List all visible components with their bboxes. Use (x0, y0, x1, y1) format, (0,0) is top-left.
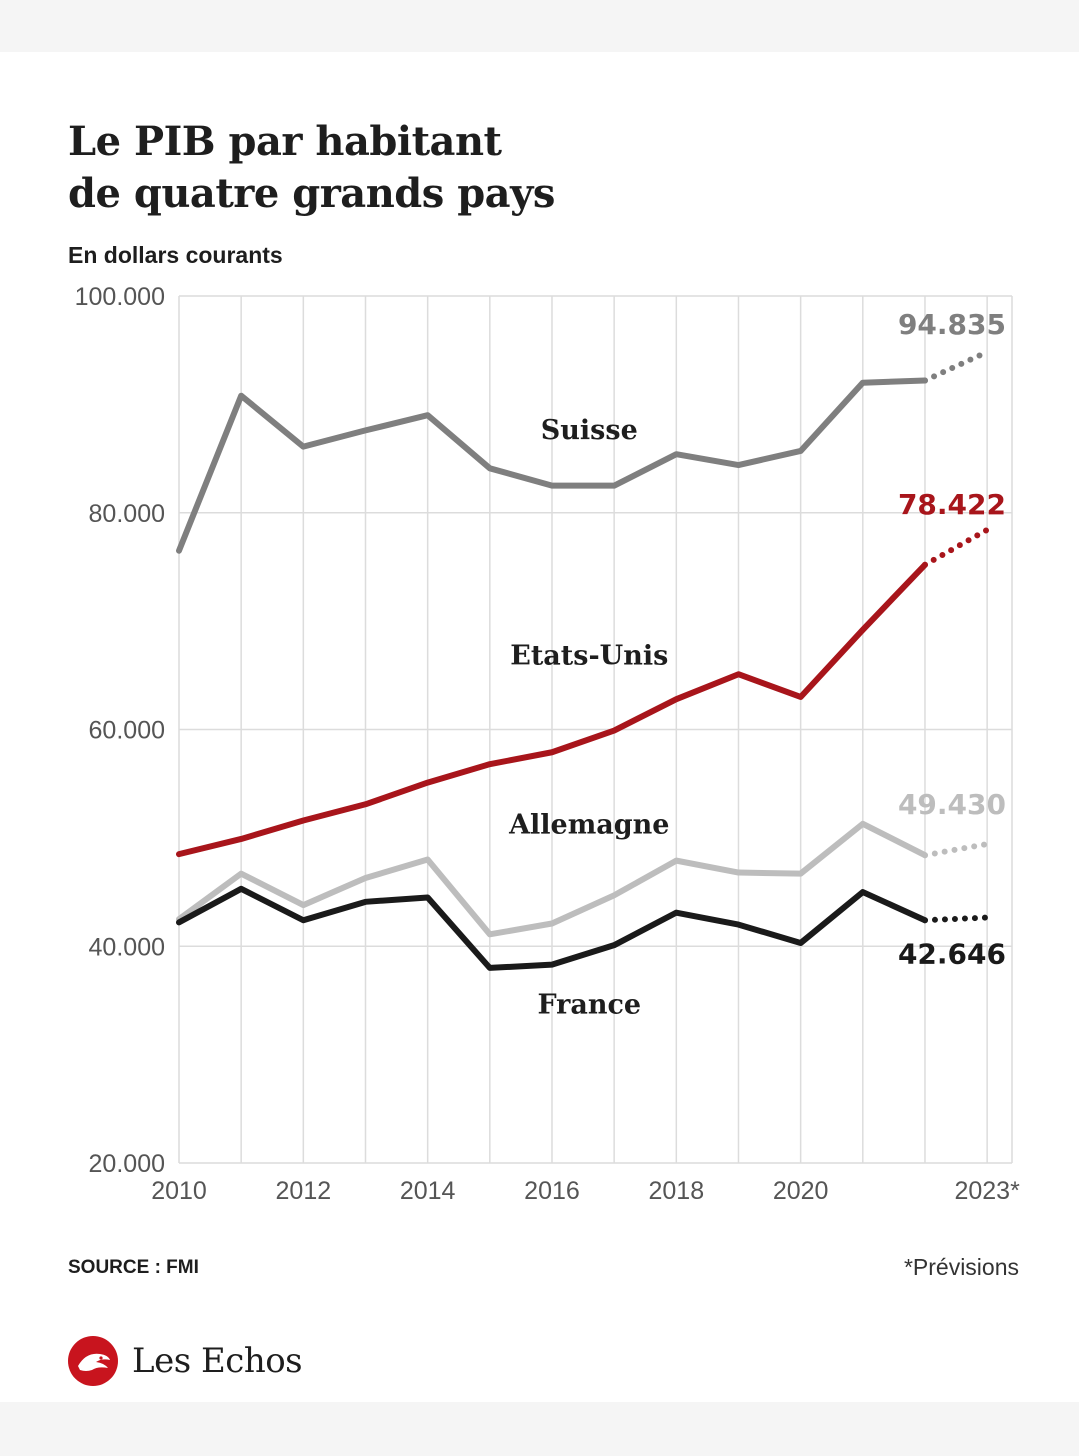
series-forecast-line (921, 841, 991, 859)
brand-logo: Les Echos (68, 1336, 303, 1386)
series-name-label: Suisse (541, 415, 638, 446)
series-forecast-line (921, 914, 991, 924)
x-tick-label: 2016 (524, 1177, 580, 1205)
y-tick-label: 60.000 (89, 717, 165, 745)
chart-title: Le PIB par habitant de quatre grands pay… (68, 116, 768, 220)
y-tick-label: 100.000 (75, 283, 165, 311)
series-line (176, 377, 928, 554)
line-chart: 20.000 40.000 60.000 80.000 100.000 2010 2012 2… (75, 283, 1020, 1205)
title-line-1: Le PIB par habitant (68, 118, 502, 165)
series-end-label: 94.835 (898, 308, 1006, 341)
series-forecast-line (921, 526, 991, 568)
x-tick-label: 2012 (276, 1177, 332, 1205)
x-tick-label: 2010 (151, 1177, 207, 1205)
y-tick-label: 80.000 (89, 500, 165, 528)
chart-subtitle: En dollars courants (68, 242, 283, 268)
source-note: SOURCE : FMI (68, 1257, 199, 1278)
series-name-label: Etats-Unis (510, 640, 668, 671)
title-line-2: de quatre grands pays (68, 170, 555, 217)
series-end-label: 78.422 (898, 488, 1006, 521)
y-tick-label: 40.000 (89, 933, 165, 961)
x-tick-label: 2020 (773, 1177, 829, 1205)
series-name-label: Allemagne (508, 810, 669, 841)
forecast-note: *Prévisions (903, 1254, 1019, 1280)
x-tick-label: 2023* (954, 1177, 1020, 1205)
brand-name: Les Echos (132, 1341, 303, 1381)
x-tick-label: 2014 (400, 1177, 456, 1205)
series-line (176, 820, 928, 938)
series-forecast-line (921, 348, 991, 384)
series-end-label: 49.430 (898, 788, 1006, 821)
les-echos-logo-icon (68, 1336, 118, 1386)
y-tick-label: 20.000 (89, 1150, 165, 1178)
x-tick-label: 2018 (649, 1177, 705, 1205)
series-line (176, 561, 928, 858)
series-line (176, 885, 928, 971)
series-end-label: 42.646 (898, 938, 1006, 971)
series-name-label: France (537, 989, 641, 1020)
chart-card (0, 52, 1079, 1402)
